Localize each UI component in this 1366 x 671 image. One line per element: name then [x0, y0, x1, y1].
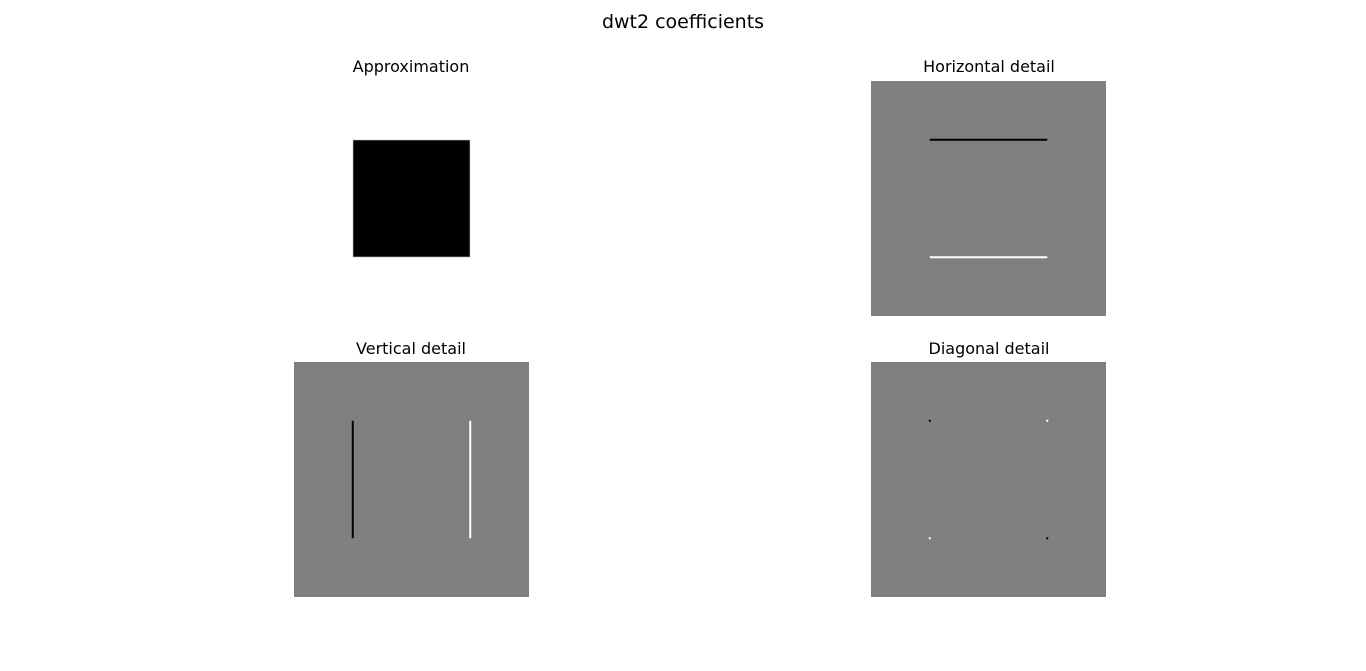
heatmap-vertical-detail	[294, 362, 529, 597]
panel-horizontal-detail: Horizontal detail	[871, 57, 1106, 316]
corner-dot-3	[1046, 537, 1049, 540]
heatmap-horizontal-detail	[871, 81, 1106, 316]
image-background	[294, 362, 529, 597]
image-background	[871, 362, 1106, 597]
panel-diagonal-detail: Diagonal detail	[871, 339, 1106, 597]
corner-dot-0	[928, 419, 931, 422]
panel-title-vertical-detail: Vertical detail	[356, 339, 466, 358]
panel-vertical-detail: Vertical detail	[294, 339, 529, 597]
heatmap-diagonal-detail	[871, 362, 1106, 597]
panel-title-approximation: Approximation	[353, 57, 470, 76]
corner-dot-1	[1046, 419, 1049, 422]
panel-approximation: Approximation	[294, 57, 529, 316]
corner-dot-2	[928, 537, 931, 540]
square-feature	[352, 139, 471, 258]
image-background	[871, 81, 1106, 316]
heatmap-approximation	[294, 81, 529, 316]
panel-title-diagonal-detail: Diagonal detail	[929, 339, 1050, 358]
figure-title: dwt2 coefficients	[602, 11, 764, 33]
panel-title-horizontal-detail: Horizontal detail	[923, 57, 1055, 76]
